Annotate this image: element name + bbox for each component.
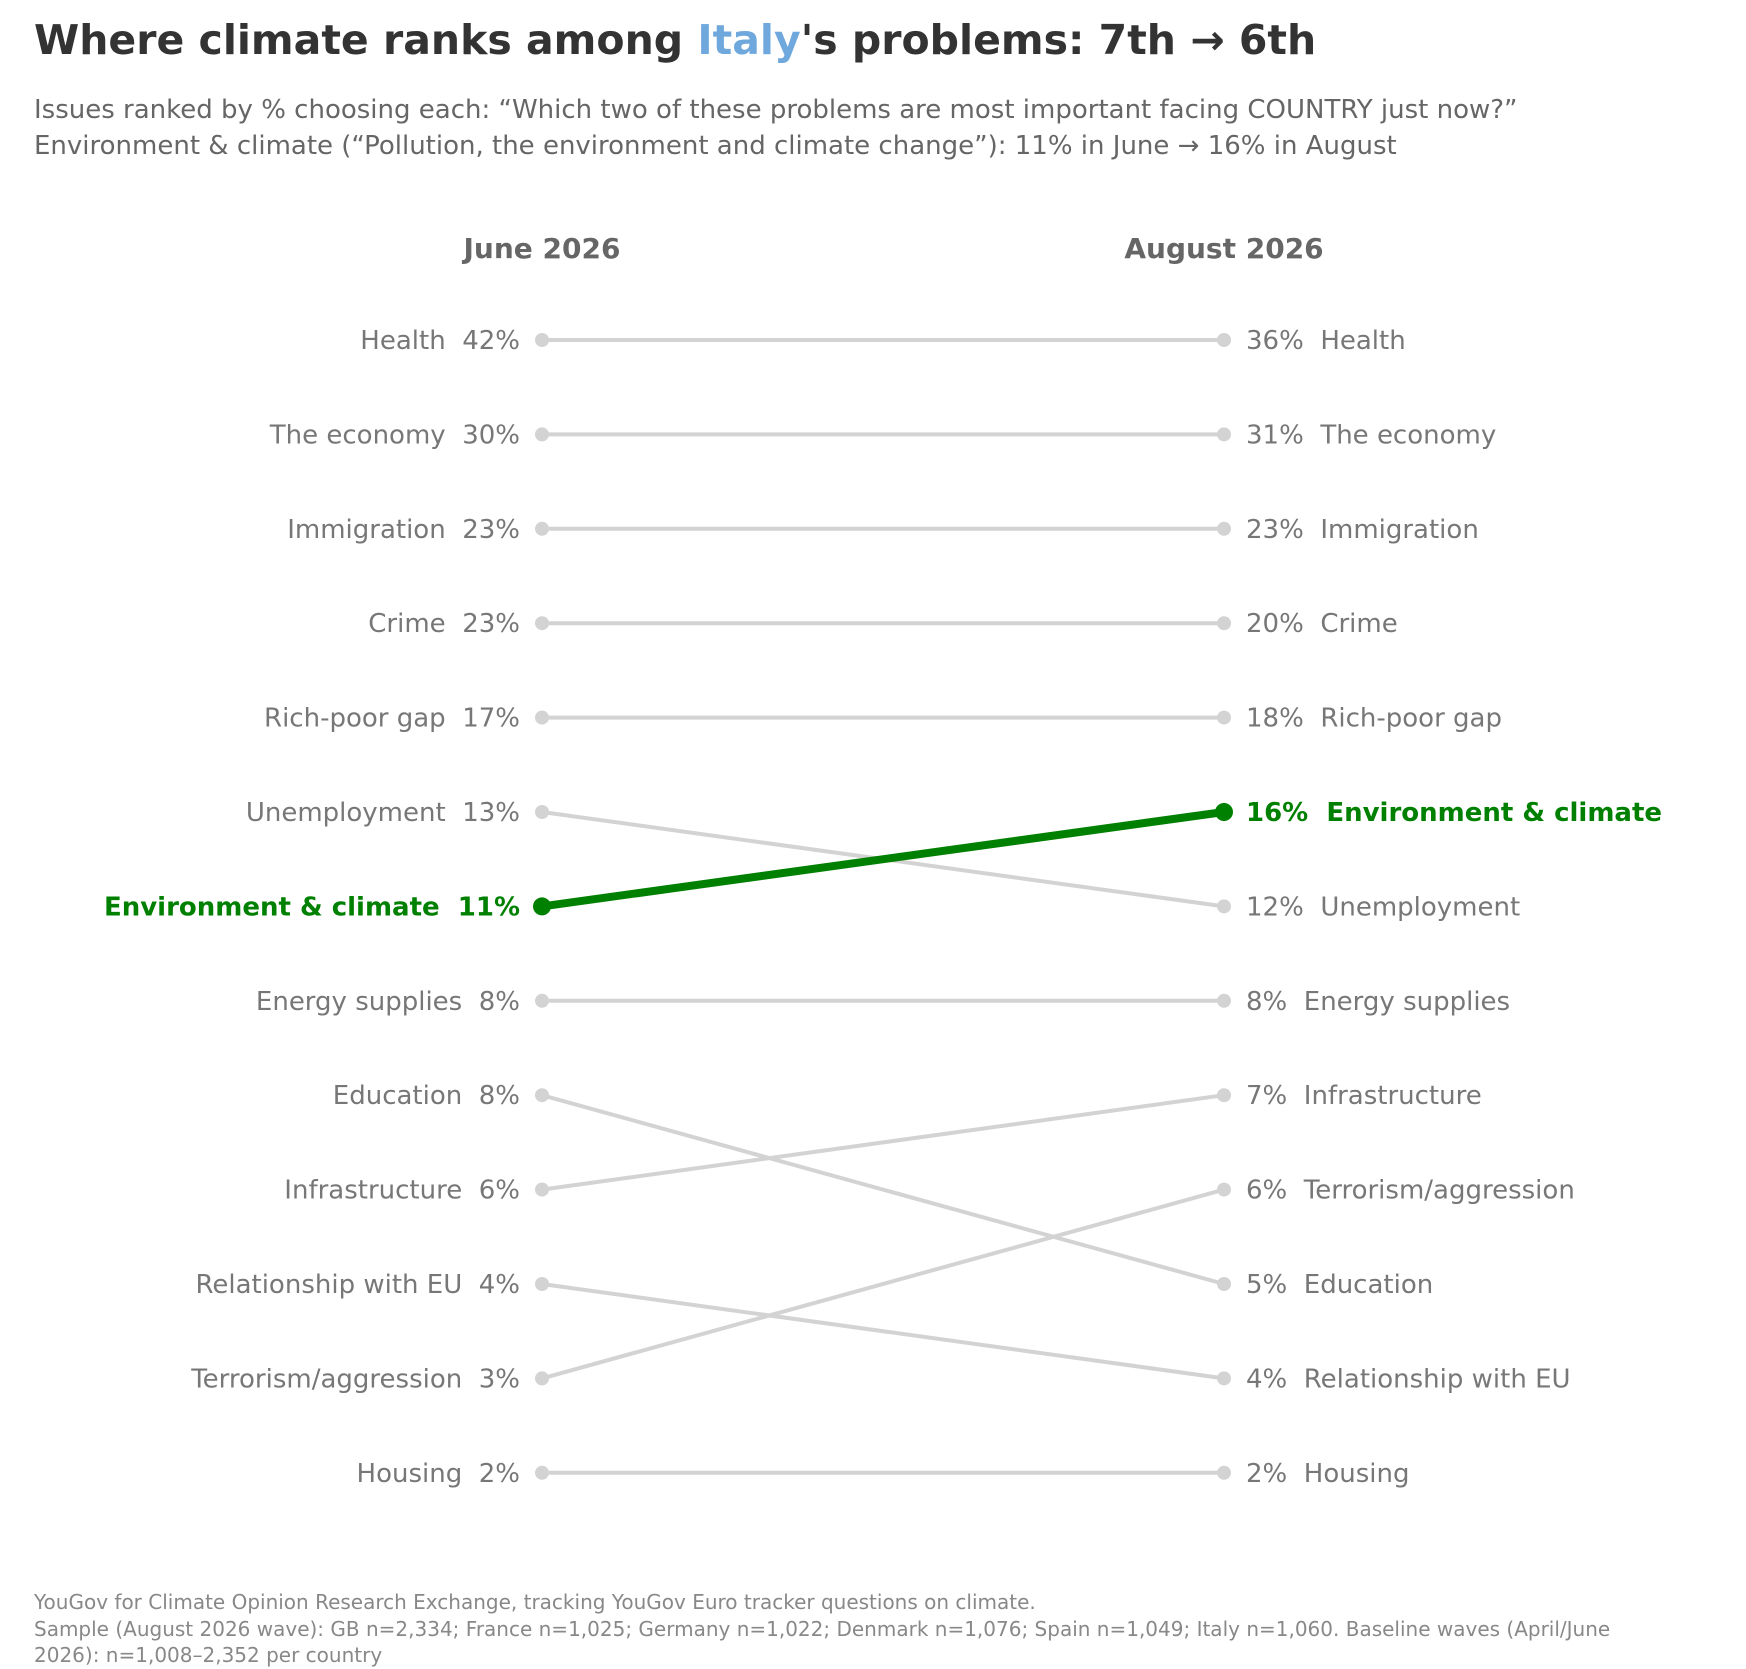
label-left-terrorism-aggression: Terrorism/aggression 3% [190, 1364, 520, 1394]
slope-line-terrorism-aggression [540, 1187, 1226, 1381]
column-header-right: August 2026 [1124, 232, 1323, 265]
label-right-relationship-with-eu: 4% Relationship with EU [1246, 1364, 1571, 1394]
dot-right-the-economy [1217, 427, 1231, 442]
label-left-the-economy: The economy 30% [269, 420, 520, 450]
title-country: Italy [697, 16, 801, 64]
dot-left-housing [535, 1465, 549, 1480]
dot-left-health [535, 333, 549, 347]
dot-left-rich-poor-gap [535, 710, 549, 725]
dot-right-unemployment [1217, 899, 1231, 914]
dot-right-energy-supplies [1217, 993, 1231, 1008]
slope-line-education [540, 1093, 1226, 1286]
label-right-housing: 2% Housing [1246, 1459, 1409, 1489]
dot-right-immigration [1217, 521, 1231, 536]
dot-left-crime [535, 616, 549, 631]
dot-left-terrorism-aggression [535, 1371, 549, 1386]
chart-title: Where climate ranks among Italy's proble… [34, 16, 1316, 64]
dot-right-infrastructure [1217, 1088, 1231, 1103]
label-left-infrastructure: Infrastructure 6% [284, 1176, 520, 1206]
dot-left-education [535, 1088, 549, 1103]
label-right-energy-supplies: 8% Energy supplies [1246, 987, 1510, 1017]
label-left-energy-supplies: Energy supplies 8% [256, 987, 520, 1017]
dot-left-energy-supplies [535, 993, 549, 1008]
slope-dots [533, 333, 1233, 1480]
label-left-education: Education 8% [333, 1081, 520, 1111]
dot-right-housing [1217, 1465, 1231, 1480]
label-left-crime: Crime 23% [368, 609, 520, 639]
label-left-rich-poor-gap: Rich-poor gap 17% [264, 704, 520, 734]
label-right-rich-poor-gap: 18% Rich-poor gap [1246, 704, 1502, 734]
label-right-crime: 20% Crime [1246, 609, 1398, 639]
dot-right-health [1217, 333, 1231, 347]
highlight-line-group [538, 808, 1228, 911]
dot-left-unemployment [535, 805, 549, 819]
label-right-unemployment: 12% Unemployment [1246, 892, 1520, 922]
label-left-relationship-with-eu: Relationship with EU 4% [195, 1270, 520, 1300]
sample-note: Sample (August 2026 wave): GB n=2,334; F… [34, 1617, 1611, 1641]
column-header-left: June 2026 [462, 232, 621, 265]
subtitle-question: Issues ranked by % choosing each: “Which… [34, 95, 1518, 125]
column-headers: June 2026 August 2026 [462, 232, 1324, 265]
sample-note-continued: 2026): n=1,008–2,352 per country [34, 1643, 383, 1667]
label-left-housing: Housing 2% [357, 1459, 520, 1489]
label-right-immigration: 23% Immigration [1246, 515, 1479, 545]
slope-chart: June 2026 August 2026 Health 42% The econo… [104, 232, 1662, 1489]
highlight-line [538, 808, 1228, 911]
label-left-health: Health 42% [360, 326, 520, 356]
dot-right-rich-poor-gap [1217, 710, 1231, 725]
rank-labels: Health 42% The economy 30% Immigration 23%… [104, 326, 1662, 1489]
label-right-terrorism-aggression: 6% Terrorism/aggression [1246, 1176, 1575, 1206]
title-prefix: Where climate ranks among [34, 16, 698, 64]
title-suffix: 's problems: 7th → 6th [800, 16, 1317, 64]
source-note: YouGov for Climate Opinion Research Exch… [34, 1590, 1036, 1614]
label-left-immigration: Immigration 23% [287, 515, 520, 545]
label-left-unemployment: Unemployment 13% [246, 798, 520, 828]
dot-right-education [1217, 1277, 1231, 1291]
label-right-infrastructure: 7% Infrastructure [1246, 1081, 1482, 1111]
dot-left-the-economy [535, 427, 549, 442]
label-right-the-economy: 31% The economy [1246, 420, 1496, 450]
label-right-education: 5% Education [1246, 1270, 1433, 1300]
slope-lines [540, 338, 1226, 1475]
slope-line-infrastructure [540, 1093, 1226, 1192]
label-left-environment-climate: Environment & climate 11% [104, 892, 520, 922]
dot-left-immigration [535, 521, 549, 536]
dot-right-environment-climate [1215, 803, 1233, 821]
subtitle-change: Environment & climate (“Pollution, the e… [34, 131, 1397, 161]
label-right-environment-climate: 16% Environment & climate [1246, 798, 1662, 828]
slope-line-relationship-with-eu [540, 1282, 1226, 1381]
label-right-health: 36% Health [1246, 326, 1406, 356]
dot-left-relationship-with-eu [535, 1277, 549, 1291]
dot-left-infrastructure [535, 1182, 549, 1197]
dot-right-terrorism-aggression [1217, 1182, 1231, 1197]
dot-right-crime [1217, 616, 1231, 631]
dot-right-relationship-with-eu [1217, 1371, 1231, 1386]
dot-left-environment-climate [533, 897, 551, 916]
